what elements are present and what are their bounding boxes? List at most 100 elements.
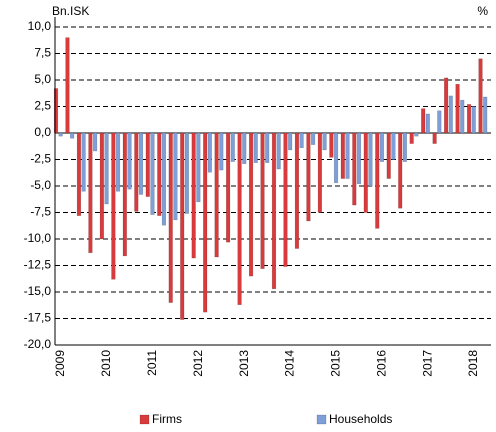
bar [317,132,322,213]
bar [122,132,127,257]
bar [333,132,339,184]
bar [283,132,288,267]
bar [196,132,201,203]
bar [173,132,178,221]
legend-label: Firms [152,412,182,426]
y-unit-right: % [477,4,488,18]
bar [81,132,86,192]
bar [138,132,144,195]
bar [398,132,403,209]
bar [444,77,449,134]
bar [299,132,304,149]
y-tick-label: 7,5 [34,46,51,60]
bar [414,132,419,137]
bar [265,132,270,163]
y-tick-label: -20,0 [24,337,52,351]
bar [425,113,430,134]
bar [379,132,385,162]
x-tick-label: 2012 [191,350,205,377]
bar [356,132,362,185]
bar [455,83,460,134]
bar [248,132,254,277]
bar [115,132,121,192]
x-tick-label: 2010 [99,350,113,377]
y-tick-label: -5,0 [30,178,51,192]
bar [76,132,82,216]
bar [260,132,265,269]
y-tick-label: -2,5 [30,152,51,166]
bar [409,132,414,144]
x-tick-label: 2009 [53,350,67,377]
bar [402,132,407,162]
bar [478,58,483,134]
bar [168,132,173,303]
y-tick-label: -17,5 [24,311,52,325]
y-tick-label: -15,0 [24,284,52,298]
bar [111,132,116,280]
bar [53,88,59,134]
bar [466,104,472,134]
bar [483,96,488,134]
bar [214,132,219,258]
bar [134,132,139,212]
bar [58,132,63,137]
bar [276,132,281,170]
y-unit-left: Bn.ISK [52,4,89,18]
bar [368,132,373,187]
bar [340,132,345,179]
bar [237,132,242,305]
bar [207,132,212,173]
bar [271,132,277,290]
y-tick-label: 0,0 [34,125,51,139]
x-tick-label: 2018 [466,350,480,377]
bar [230,132,235,162]
x-tick-label: 2013 [237,350,251,377]
bar [65,37,70,134]
bar [203,132,208,313]
x-tick-label: 2011 [145,350,159,376]
y-tick-label: 10,0 [28,19,52,33]
y-tick-label: 5,0 [34,72,51,86]
bar [352,132,357,206]
bar [471,106,476,134]
bar [242,132,247,164]
bar [391,132,396,160]
legend-label: Households [329,412,392,426]
bar [311,132,316,145]
bar [386,132,391,179]
bar [157,132,162,216]
legend-swatch [139,414,150,425]
legend-swatch [316,414,327,425]
x-tick-label: 2015 [329,350,343,377]
bar [219,132,224,171]
bar [432,132,437,144]
y-tick-label: -12,5 [24,258,52,272]
bar [99,132,104,240]
bar [322,132,327,151]
bar [294,132,300,249]
bar [329,132,334,158]
bar [226,132,231,243]
x-tick-label: 2014 [283,350,297,377]
y-tick-label: 2,5 [34,99,51,113]
bar [127,132,132,190]
bar [88,132,93,254]
bar [191,132,196,259]
bar [288,132,293,151]
bar [345,132,350,179]
bar [437,110,442,134]
y-tick-label: -7,5 [30,205,51,219]
bar [180,132,185,320]
bar [363,132,368,213]
bar [145,132,150,197]
bar [460,99,465,134]
bar [375,132,380,229]
x-tick-label: 2016 [374,350,388,377]
bar [448,95,453,134]
bar [306,132,311,222]
bar [161,132,167,226]
bar [253,132,258,163]
bar [184,132,189,214]
bar [421,108,426,134]
